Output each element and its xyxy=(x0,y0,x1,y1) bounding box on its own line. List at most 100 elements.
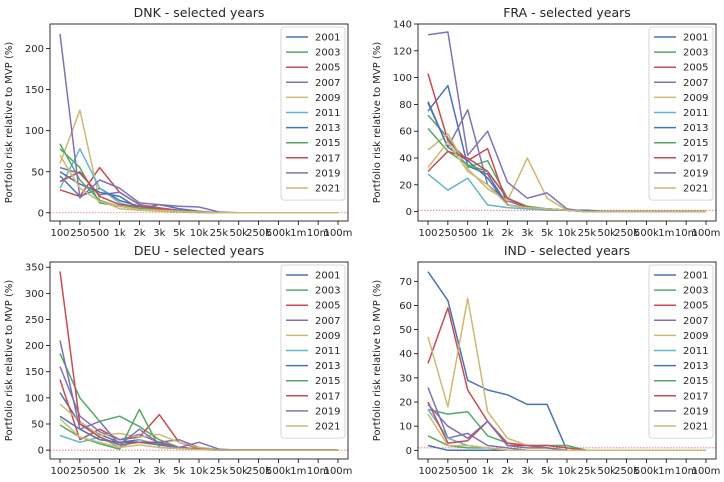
y-tick-label: 140 xyxy=(393,20,412,31)
series-line-2021 xyxy=(59,154,338,214)
x-tick-label: 1m xyxy=(290,228,306,239)
x-tick-label: 3k xyxy=(521,228,533,239)
x-tick-label: 500k xyxy=(634,228,659,239)
x-tick-label: 50k xyxy=(597,228,616,239)
legend-label: 2007 xyxy=(683,78,708,89)
y-tick-label: 40 xyxy=(399,349,412,360)
y-tick-label: 0 xyxy=(406,446,412,457)
legend-box xyxy=(280,264,346,439)
y-tick-label: 80 xyxy=(399,100,412,111)
chart-title: DNK - selected years xyxy=(134,5,265,20)
x-tick-label: 2k xyxy=(501,228,513,239)
legend-label: 2019 xyxy=(683,168,708,179)
x-tick-label: 250 xyxy=(70,228,89,239)
legend: 2001 2003 2005 2007 2009 2011 2013 2015 2017 2019… xyxy=(280,264,346,439)
y-axis-label: Portfolio risk relative to MVP (%) xyxy=(372,280,383,442)
y-tick-label: 60 xyxy=(399,301,412,312)
legend-label: 2013 xyxy=(315,123,340,134)
y-tick-label: 100 xyxy=(25,126,44,137)
x-tick-label: 3k xyxy=(521,466,533,477)
y-tick-label: 0 xyxy=(406,207,412,218)
y-tick-label: 150 xyxy=(25,367,44,378)
x-tick-label: 250 xyxy=(438,466,457,477)
legend-label: 2005 xyxy=(683,301,708,312)
x-tick-label: 10k xyxy=(190,228,209,239)
y-tick-label: 150 xyxy=(25,85,44,96)
chart-title: IND - selected years xyxy=(504,243,630,258)
x-tick-label: 100m xyxy=(692,466,721,477)
x-tick-label: 10m xyxy=(307,228,329,239)
x-tick-label: 2k xyxy=(133,228,145,239)
legend-box xyxy=(648,264,714,439)
x-tick-label: 1k xyxy=(481,466,493,477)
y-axis-label: Portfolio risk relative to MVP (%) xyxy=(372,42,383,204)
chart-panel-4: IND - selected years Portfolio risk relat… xyxy=(372,243,720,477)
x-tick-label: 100m xyxy=(324,466,353,477)
y-tick-label: 10 xyxy=(399,422,412,433)
legend-label: 2017 xyxy=(315,153,340,164)
legend-label: 2021 xyxy=(315,184,340,195)
legend-label: 2003 xyxy=(683,286,708,297)
y-axis-label: Portfolio risk relative to MVP (%) xyxy=(4,42,15,204)
legend-label: 2009 xyxy=(683,93,708,104)
x-tick-label: 5k xyxy=(541,228,553,239)
legend: 2001 2003 2005 2007 2009 2011 2013 2015 2017 2019… xyxy=(280,26,346,201)
x-tick-label: 10m xyxy=(675,466,697,477)
x-tick-label: 10k xyxy=(558,466,577,477)
x-tick-label: 2k xyxy=(133,466,145,477)
chart-panel-1: DNK - selected years Portfolio risk relat… xyxy=(4,5,352,239)
legend-label: 2005 xyxy=(315,301,340,312)
x-tick-label: 1k xyxy=(113,466,125,477)
y-tick-label: 0 xyxy=(38,208,44,219)
legend-label: 2017 xyxy=(315,391,340,402)
y-axis-label: Portfolio risk relative to MVP (%) xyxy=(4,280,15,442)
legend-label: 2013 xyxy=(315,361,340,372)
legend-box xyxy=(648,26,714,201)
x-tick-label: 100 xyxy=(418,228,437,239)
x-tick-label: 2k xyxy=(501,466,513,477)
legend-label: 2013 xyxy=(683,361,708,372)
x-tick-label: 500k xyxy=(634,466,659,477)
legend-label: 2003 xyxy=(315,286,340,297)
y-tick-label: 70 xyxy=(399,277,412,288)
legend-label: 2015 xyxy=(683,138,708,149)
x-tick-label: 1k xyxy=(481,228,493,239)
x-tick-label: 5k xyxy=(173,466,185,477)
y-tick-label: 200 xyxy=(25,341,44,352)
chart-panel-3: DEU - selected years Portfolio risk relat… xyxy=(4,243,352,477)
legend-label: 2001 xyxy=(683,33,708,44)
x-tick-label: 250k xyxy=(614,466,639,477)
y-tick-label: 300 xyxy=(25,289,44,300)
x-tick-label: 500 xyxy=(458,466,477,477)
x-tick-label: 10m xyxy=(675,228,697,239)
plot-frame xyxy=(49,23,349,222)
x-tick-label: 50k xyxy=(229,466,248,477)
x-tick-label: 250k xyxy=(246,466,271,477)
x-tick-label: 100 xyxy=(418,466,437,477)
plot-frame xyxy=(417,23,717,222)
legend-label: 2005 xyxy=(315,63,340,74)
y-tick-label: 250 xyxy=(25,315,44,326)
x-tick-label: 500 xyxy=(90,466,109,477)
x-tick-label: 1m xyxy=(658,466,674,477)
legend-label: 2009 xyxy=(683,331,708,342)
legend-label: 2017 xyxy=(683,153,708,164)
legend-label: 2009 xyxy=(315,331,340,342)
y-tick-label: 350 xyxy=(25,263,44,274)
plot-frame xyxy=(49,261,349,460)
series-line-2021 xyxy=(427,413,706,452)
x-tick-label: 25k xyxy=(210,228,229,239)
legend-label: 2007 xyxy=(683,316,708,327)
x-tick-label: 500 xyxy=(458,228,477,239)
legend-label: 2005 xyxy=(683,63,708,74)
y-tick-label: 120 xyxy=(393,46,412,57)
x-tick-label: 25k xyxy=(578,466,597,477)
y-tick-label: 60 xyxy=(399,127,412,138)
legend-label: 2011 xyxy=(315,346,340,357)
legend-label: 2011 xyxy=(315,108,340,119)
legend-label: 2021 xyxy=(683,422,708,433)
legend-label: 2017 xyxy=(683,391,708,402)
x-tick-label: 3k xyxy=(153,466,165,477)
y-tick-label: 40 xyxy=(399,154,412,165)
y-tick-label: 30 xyxy=(399,373,412,384)
